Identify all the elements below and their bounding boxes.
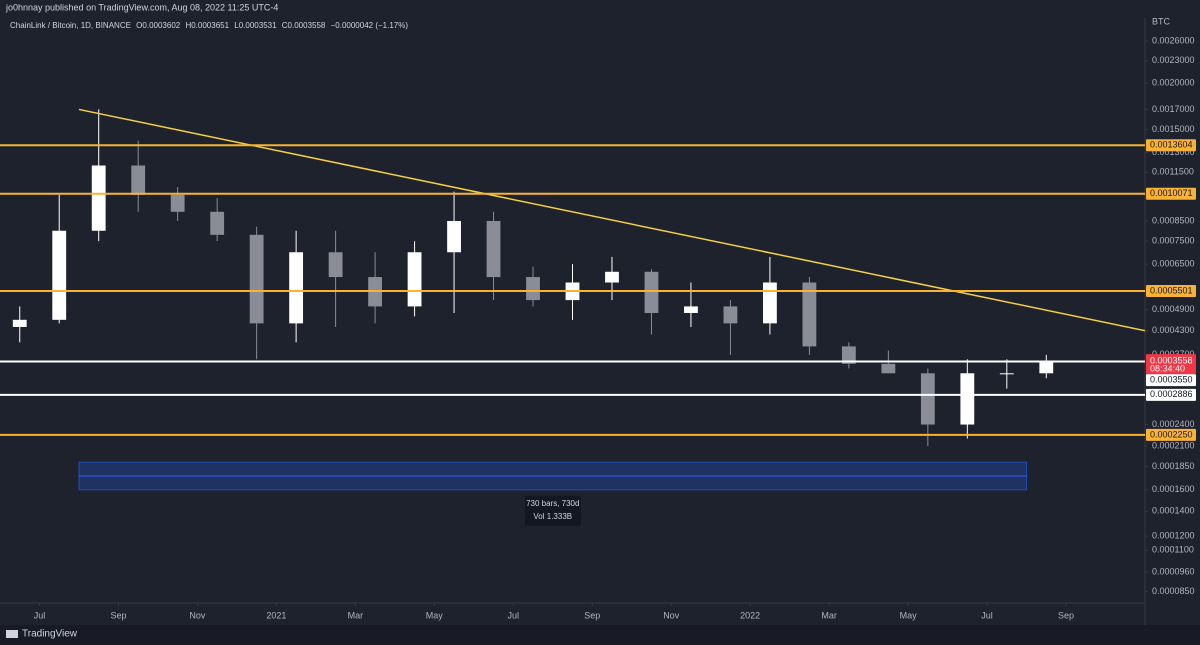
low-legend: L0.0003531 xyxy=(234,21,277,30)
y-tick-label: 0.0011500 xyxy=(1152,167,1194,177)
y-tick-label: 0.0013000 xyxy=(1152,147,1195,157)
x-tick-label: Jul xyxy=(34,610,46,620)
y-tick-label: 0.0000850 xyxy=(1152,586,1195,596)
y-tick-label: 0.0002400 xyxy=(1152,419,1195,429)
candle-body xyxy=(526,277,540,301)
candle-body xyxy=(289,252,304,324)
brand: TradingView xyxy=(22,629,78,640)
candle-body xyxy=(763,282,777,324)
y-tick-label: 0.0008500 xyxy=(1152,215,1195,225)
y-tick-label: 0.0004300 xyxy=(1152,325,1195,335)
candle-body xyxy=(210,211,225,235)
x-tick-label: 2021 xyxy=(266,610,286,620)
y-tick-label: 0.0000960 xyxy=(1152,566,1195,576)
candle-body xyxy=(131,165,146,195)
high-legend: H0.0003651 xyxy=(185,21,229,30)
publisher: jo0hnnay published on TradingView.com, A… xyxy=(5,2,278,12)
candle-body xyxy=(881,363,896,374)
level-label-box xyxy=(1146,388,1196,401)
x-tick-label: Mar xyxy=(821,610,837,620)
last-price-box xyxy=(1146,354,1196,375)
candle-body xyxy=(407,252,422,307)
candle-body xyxy=(684,306,698,313)
footer-logo: TradingView xyxy=(6,629,78,640)
y-tick-label: 0.0026000 xyxy=(1152,35,1195,45)
candle-body xyxy=(249,234,264,324)
y-tick-label: 0.0017000 xyxy=(1152,104,1195,114)
level-label-box xyxy=(1146,139,1196,152)
y-tick-label: 0.0007500 xyxy=(1152,236,1195,246)
candle-body xyxy=(920,373,935,425)
x-tick-label: Jul xyxy=(508,610,520,620)
change: −0.0000042 (−1.17%) xyxy=(331,21,409,30)
currency: BTC xyxy=(1152,16,1171,26)
x-tick-label: May xyxy=(900,610,918,620)
y-tick-label: 0.0006500 xyxy=(1152,259,1195,269)
candle-body xyxy=(486,220,501,278)
x-tick-label: Nov xyxy=(189,610,206,620)
footer-bar xyxy=(0,625,1200,645)
candle-body xyxy=(723,306,738,324)
x-tick-label: Mar xyxy=(348,610,364,620)
candle-body xyxy=(1039,361,1054,374)
y-tick-label: 0.0001200 xyxy=(1152,530,1195,540)
last-price: 0.0003558 xyxy=(1150,356,1193,366)
candle-body xyxy=(999,373,1014,375)
candle-body xyxy=(802,282,817,347)
candle-body xyxy=(960,373,975,425)
y-tick-label: 0.0023000 xyxy=(1152,55,1195,65)
level-label-box xyxy=(1146,187,1196,200)
x-tick-label: Jul xyxy=(981,610,993,620)
candle-body xyxy=(52,230,67,320)
measure-volume: Vol 1.333B xyxy=(533,512,572,521)
y-tick-label: 0.0002100 xyxy=(1152,440,1195,450)
measure-label-box xyxy=(524,495,581,526)
x-tick-label: May xyxy=(426,610,444,620)
candle-body xyxy=(841,346,856,364)
symbol: ChainLink / Bitcoin, 1D, BINANCE xyxy=(10,21,131,30)
level-label: 0.0002250 xyxy=(1150,429,1193,439)
level-label: 0.0003550 xyxy=(1150,375,1193,385)
candle-body xyxy=(170,194,185,212)
level-label-box xyxy=(1146,285,1196,298)
y-tick-label: 0.0001600 xyxy=(1152,484,1195,494)
candle-body xyxy=(644,271,659,313)
level-label: 0.0010071 xyxy=(1150,188,1193,198)
level-label-box xyxy=(1146,428,1196,441)
candle-body xyxy=(447,220,461,253)
candle-body xyxy=(12,319,27,327)
level-label: 0.0005501 xyxy=(1150,285,1193,295)
y-tick-label: 0.0001100 xyxy=(1152,544,1194,554)
measure-bars: 730 bars, 730d xyxy=(526,499,579,508)
x-tick-label: Sep xyxy=(1058,610,1074,620)
y-tick-label: 0.0001400 xyxy=(1152,506,1195,516)
x-tick-label: Sep xyxy=(584,610,600,620)
logo-icon xyxy=(6,630,18,638)
candle-body xyxy=(91,165,106,231)
x-tick-label: Sep xyxy=(110,610,126,620)
x-tick-label: Nov xyxy=(663,610,680,620)
level-label-box xyxy=(1146,374,1196,387)
x-tick-label: 2022 xyxy=(740,610,760,620)
close-legend: C0.0003558 xyxy=(282,21,326,30)
legend: ChainLink / Bitcoin, 1D, BINANCE O0.0003… xyxy=(10,21,408,30)
level-label: 0.0013604 xyxy=(1150,140,1193,150)
open-legend: O0.0003602 xyxy=(136,21,181,30)
y-tick-label: 0.0004900 xyxy=(1152,304,1195,314)
candle-body xyxy=(328,252,343,278)
level-label: 0.0002886 xyxy=(1150,389,1193,399)
y-tick-label: 0.0001850 xyxy=(1152,461,1195,471)
y-tick-label: 0.0015000 xyxy=(1152,124,1195,134)
candle-body xyxy=(605,271,619,283)
countdown: 08:34:40 xyxy=(1150,364,1185,374)
trendline xyxy=(78,108,1146,332)
y-tick-label: 0.0020000 xyxy=(1152,78,1195,88)
